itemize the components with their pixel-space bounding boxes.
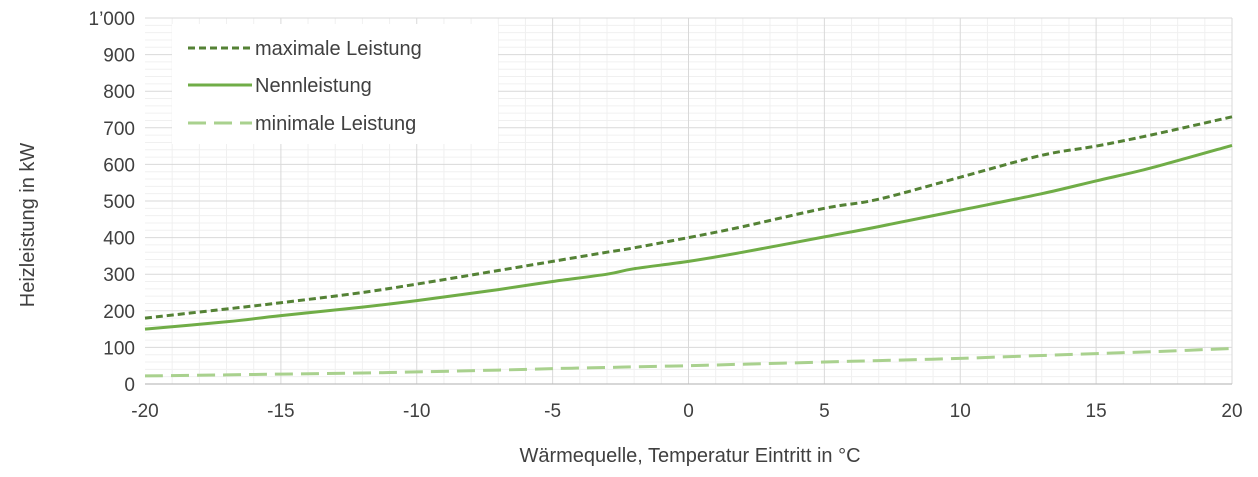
- legend-label-minimale-leistung: minimale Leistung: [255, 113, 416, 135]
- y-axis-title: Heizleistung in kW: [17, 143, 39, 308]
- y-tick-label: 1’000: [89, 9, 136, 30]
- legend-label-nennleistung: Nennleistung: [255, 75, 372, 97]
- series-line-nennleistung: [144, 143, 1233, 331]
- series-lines: [144, 115, 1233, 378]
- x-tick-label: 10: [950, 401, 971, 422]
- y-tick-label: 700: [103, 119, 135, 140]
- x-tick-label: 5: [819, 401, 830, 422]
- y-tick-label: 100: [103, 338, 135, 359]
- legend: maximale Leistung Nennleistung minimale …: [172, 24, 498, 144]
- y-tick-label: 900: [103, 46, 135, 67]
- gridlines: [145, 17, 1233, 384]
- x-tick-label: 0: [683, 401, 694, 422]
- y-tick-label: 600: [103, 155, 135, 176]
- x-tick-label: 15: [1086, 401, 1107, 422]
- y-tick-label: 800: [103, 82, 135, 103]
- x-tick-label: -15: [267, 401, 294, 422]
- x-tick-label: 20: [1221, 401, 1242, 422]
- y-tick-label: 300: [103, 265, 135, 286]
- legend-label-maximale-leistung: maximale Leistung: [255, 38, 422, 60]
- y-tick-label: 500: [103, 192, 135, 213]
- x-tick-label: -10: [403, 401, 430, 422]
- x-axis-title: Wärmequelle, Temperatur Eintritt in °C: [519, 445, 860, 467]
- y-tick-label: 0: [124, 375, 135, 396]
- series-line-maximale-leistung: [144, 115, 1233, 320]
- y-tick-label: 400: [103, 229, 135, 250]
- x-tick-label: -20: [131, 401, 158, 422]
- x-tick-label: -5: [544, 401, 561, 422]
- series-line-minimale-leistung: [144, 347, 1233, 378]
- y-tick-label: 200: [103, 302, 135, 323]
